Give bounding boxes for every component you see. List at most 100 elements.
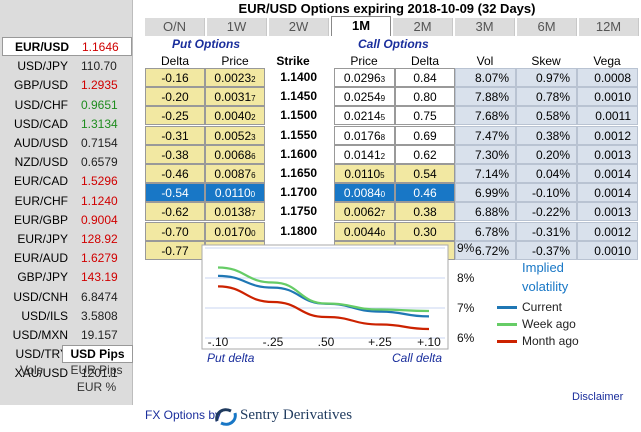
cell-pprice: 0.00317 xyxy=(205,87,265,107)
legend-swatch xyxy=(497,306,517,309)
cell-cdelta: 0.84 xyxy=(395,68,455,87)
cell-pprice: 0.01387 xyxy=(205,202,265,222)
cell-strike: 1.1800 xyxy=(280,223,317,238)
cell-cprice: 0.00840 xyxy=(334,183,395,203)
cell-cprice: 0.01768 xyxy=(334,125,395,145)
col-vega: Vega xyxy=(593,54,621,68)
unit-option-eur-pips[interactable]: EUR Pips xyxy=(70,363,123,377)
currency-pair-xauusd[interactable]: XAU/USD 1201.1 xyxy=(0,364,133,383)
cell-strike: 1.1700 xyxy=(280,185,317,200)
table-row[interactable]: -0.20 0.00317 1.1450 0.02549 0.80 7.88% 0.78% 0… xyxy=(145,87,641,107)
cell-vega: 0.0010 xyxy=(577,87,638,107)
cell-pdelta: -0.38 xyxy=(145,144,205,164)
cell-vol: 7.30% xyxy=(455,144,516,164)
cell-pprice: 0.00402 xyxy=(205,106,265,126)
currency-pair-usdmxn[interactable]: USD/MXN 19.157 xyxy=(0,326,133,345)
currency-pair-usdjpy[interactable]: USD/JPY 110.70 xyxy=(0,57,133,76)
footer-brand[interactable]: Sentry Derivatives xyxy=(240,407,353,423)
cell-strike: 1.1450 xyxy=(280,89,317,104)
pair-name: XAU/USD xyxy=(14,366,68,381)
cell-vega: 0.0008 xyxy=(577,68,638,87)
pair-name: USD/TRY xyxy=(15,347,68,362)
cell-cdelta: 0.54 xyxy=(395,164,455,183)
currency-pair-usdcnh[interactable]: USD/CNH 6.8474 xyxy=(0,288,133,307)
currency-pair-eurchf[interactable]: EUR/CHF 1.1240 xyxy=(0,192,133,211)
cell-strike: 1.1750 xyxy=(280,204,317,219)
col-skew: Skew xyxy=(531,54,561,68)
table-row[interactable]: -0.62 0.01387 1.1750 0.00627 0.38 6.88% -0.22%… xyxy=(145,202,641,222)
tab-1m[interactable]: 1M xyxy=(331,16,391,36)
x-tick-label: +.25 xyxy=(368,335,392,349)
currency-pair-audusd[interactable]: AUD/USD 0.7154 xyxy=(0,134,133,153)
tab-6m[interactable]: 6M xyxy=(517,18,577,36)
pair-rate: 3.5808 xyxy=(81,308,118,323)
currency-pair-eurcad[interactable]: EUR/CAD 1.5296 xyxy=(0,172,133,191)
call-delta-label: Call delta xyxy=(392,351,443,365)
series-line-week-ago xyxy=(217,266,430,313)
currency-pair-eurusd[interactable]: EUR/USD 1.1646 xyxy=(2,37,132,56)
pair-name: USD/CAD xyxy=(13,116,68,131)
currency-pair-gbpjpy[interactable]: GBP/JPY 143.19 xyxy=(0,268,133,287)
cell-pdelta: -0.46 xyxy=(145,164,205,183)
table-row[interactable]: -0.70 0.01700 1.1800 0.00440 0.30 6.78% -0.31%… xyxy=(145,221,641,241)
series-line-month-ago xyxy=(217,285,430,331)
table-row[interactable]: -0.54 0.01100 1.1700 0.00840 0.46 6.99% -0.10%… xyxy=(145,183,641,203)
table-row[interactable]: -0.46 0.00876 1.1650 0.01105 0.54 7.14% 0.04% 0… xyxy=(145,164,641,183)
pair-name: GBP/USD xyxy=(13,78,68,93)
currency-pair-eurjpy[interactable]: EUR/JPY 128.92 xyxy=(0,230,133,249)
cell-pdelta: -0.31 xyxy=(145,125,205,145)
cell-cprice: 0.01105 xyxy=(334,164,395,183)
cell-cprice: 0.02963 xyxy=(334,68,395,87)
cell-strike: 1.1650 xyxy=(280,166,317,180)
unit-selected-usd-pips[interactable]: USD Pips xyxy=(62,345,133,363)
pair-name: USD/CHF xyxy=(14,97,68,112)
cell-pdelta: -0.77 xyxy=(145,240,205,260)
legend-label: Week ago xyxy=(522,317,576,331)
tab-3m[interactable]: 3M xyxy=(455,18,515,36)
currency-pair-gbpusd[interactable]: GBP/USD 1.2935 xyxy=(0,76,133,95)
cell-cprice: 0.00440 xyxy=(334,221,395,241)
currency-pair-usdcad[interactable]: USD/CAD 1.3134 xyxy=(0,115,133,134)
tab-2m[interactable]: 2M xyxy=(393,18,453,36)
cell-skew: -0.22% xyxy=(516,202,577,222)
table-row[interactable]: -0.16 0.00232 1.1400 0.02963 0.84 8.07% 0.97% 0… xyxy=(145,68,641,87)
page-title: EUR/USD Options expiring 2018-10-09 (32 … xyxy=(238,1,536,16)
x-tick-label: .50 xyxy=(318,335,335,349)
cell-skew: 0.97% xyxy=(516,68,577,87)
pair-name: EUR/AUD xyxy=(13,251,68,266)
unit-option-eur-percent[interactable]: EUR % xyxy=(76,380,117,394)
pair-rate: 1.6279 xyxy=(81,251,118,266)
expiry-tabs: O/N 1W 2W 1M 2M 3M 6M 12M xyxy=(145,16,641,36)
col-put-delta: Delta xyxy=(160,54,189,68)
currency-pair-usdils[interactable]: USD/ILS 3.5808 xyxy=(0,307,133,326)
cell-strike: 1.1400 xyxy=(280,70,317,84)
currency-pair-nzdusd[interactable]: NZD/USD 0.6579 xyxy=(0,153,133,172)
cell-skew: 0.04% xyxy=(516,164,577,183)
tab-1w[interactable]: 1W xyxy=(207,18,267,36)
tab-2w[interactable]: 2W xyxy=(269,18,329,36)
tab-on[interactable]: O/N xyxy=(145,18,205,36)
pair-name: USD/MXN xyxy=(12,328,68,342)
cell-vega: 0.0013 xyxy=(577,144,638,164)
cell-pprice: 0.00686 xyxy=(205,144,265,164)
footer-prefix: FX Options by xyxy=(145,408,222,422)
disclaimer-link[interactable]: Disclaimer xyxy=(572,391,624,403)
currency-pair-usdchf[interactable]: USD/CHF 0.9651 xyxy=(0,96,133,115)
currency-pair-euraud[interactable]: EUR/AUD 1.6279 xyxy=(0,249,133,268)
pair-rate: 128.92 xyxy=(81,232,118,246)
pair-name: USD/ILS xyxy=(21,308,68,323)
cell-cdelta: 0.62 xyxy=(395,144,455,164)
cell-vol: 6.88% xyxy=(455,202,516,222)
pair-name: GBP/JPY xyxy=(17,270,68,285)
cell-pprice: 0.00876 xyxy=(205,164,265,183)
pair-name: EUR/JPY xyxy=(17,232,68,246)
table-row[interactable]: -0.31 0.00523 1.1550 0.01768 0.69 7.47% 0.38% 0… xyxy=(145,125,641,145)
col-call-delta: Delta xyxy=(410,54,439,68)
tab-12m[interactable]: 12M xyxy=(579,18,639,36)
table-row[interactable]: -0.38 0.00686 1.1600 0.01412 0.62 7.30% 0.20% 0… xyxy=(145,144,641,164)
cell-strike: 1.1550 xyxy=(280,127,317,142)
y-tick-label: 8% xyxy=(457,271,475,285)
table-row[interactable]: -0.25 0.00402 1.1500 0.02145 0.75 7.68% 0.58% 0… xyxy=(145,106,641,126)
currency-pair-eurgbp[interactable]: EUR/GBP 0.9004 xyxy=(0,211,133,230)
